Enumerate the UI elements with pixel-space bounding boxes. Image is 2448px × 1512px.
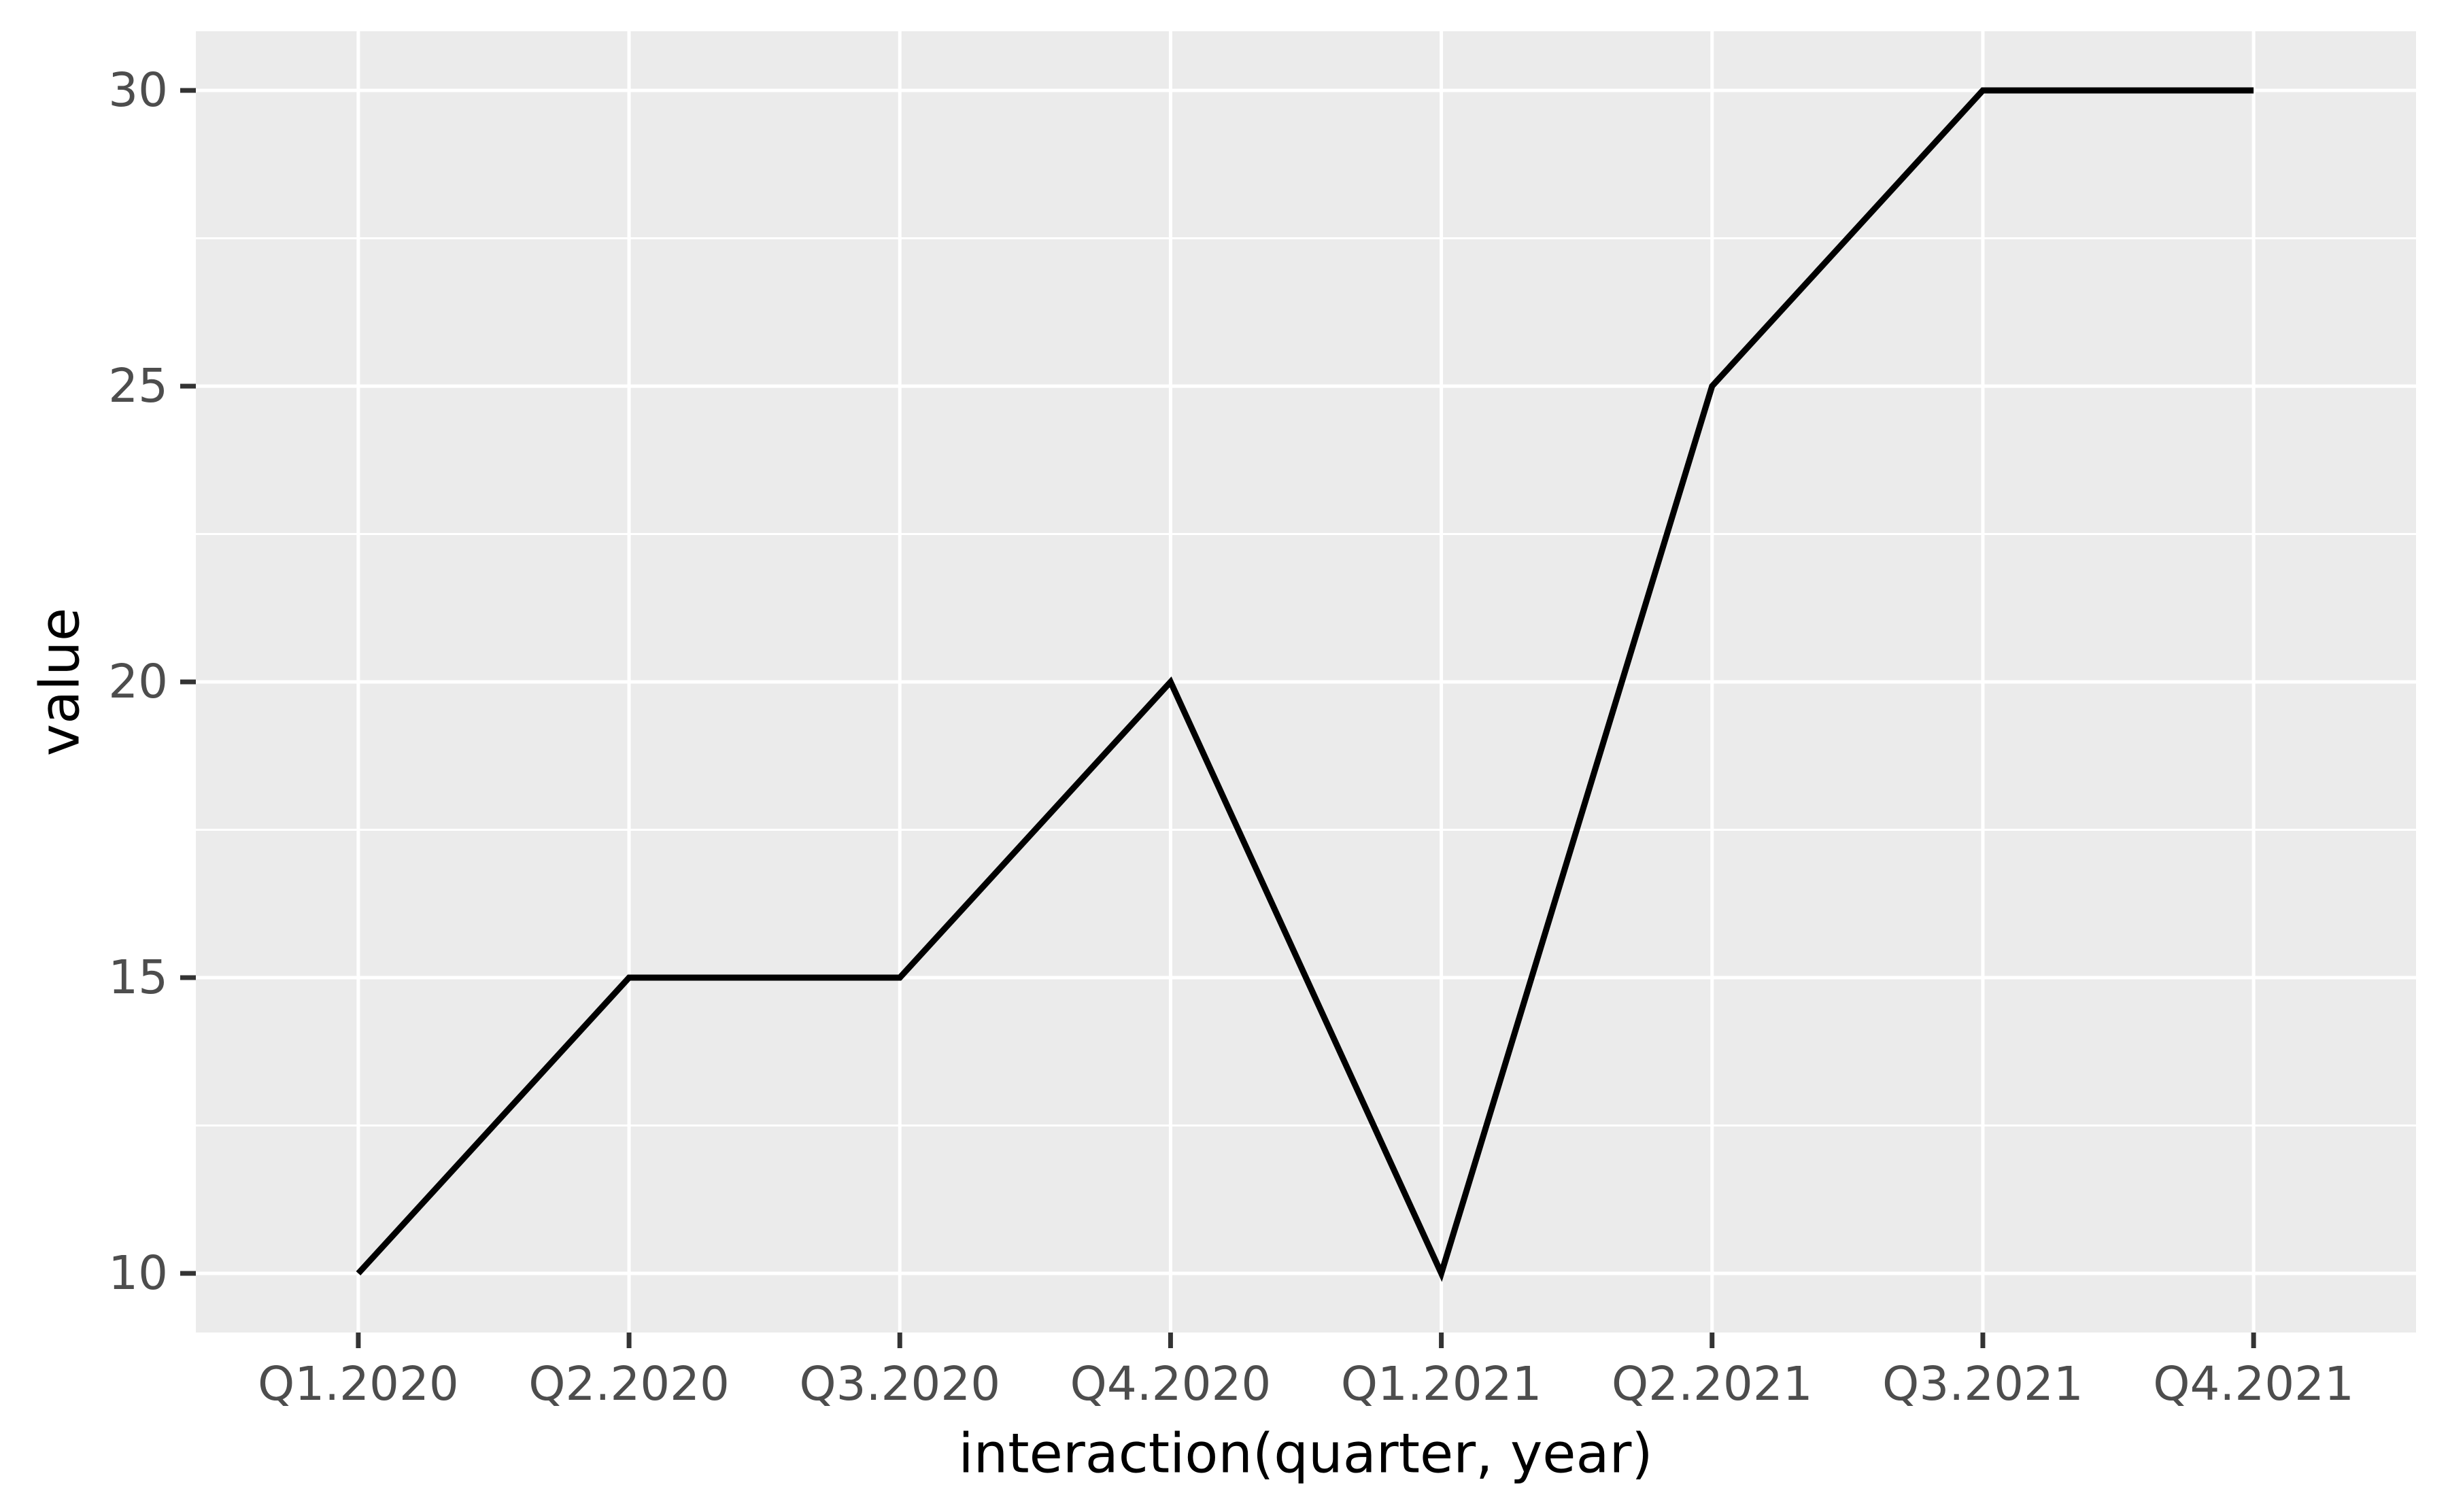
x-tick-label: Q3.2021 xyxy=(1882,1357,2084,1411)
x-axis-title: interaction(quarter, year) xyxy=(958,1422,1652,1485)
y-axis-title: value xyxy=(29,608,92,757)
x-tick-label: Q3.2020 xyxy=(799,1357,1000,1411)
y-tick-label: 15 xyxy=(108,950,168,1005)
x-tick-label: Q1.2020 xyxy=(258,1357,459,1411)
x-tick-label: Q4.2021 xyxy=(2153,1357,2354,1411)
y-tick-label: 20 xyxy=(108,655,168,709)
y-tick-label: 25 xyxy=(108,359,168,413)
y-tick-label: 30 xyxy=(108,63,168,118)
chart-plot-area-group: 10 15 20 25 30 Q1.2020 Q2.2020 Q3.2020 Q4.2020 Q1… xyxy=(108,31,2416,1411)
x-tick-label: Q1.2021 xyxy=(1341,1357,1542,1411)
x-tick-label: Q4.2020 xyxy=(1070,1357,1272,1411)
data-line xyxy=(356,87,2254,1282)
y-tick-label: 10 xyxy=(108,1246,168,1301)
x-tick-label: Q2.2021 xyxy=(1612,1357,1813,1411)
x-tick-label: Q2.2020 xyxy=(528,1357,730,1411)
